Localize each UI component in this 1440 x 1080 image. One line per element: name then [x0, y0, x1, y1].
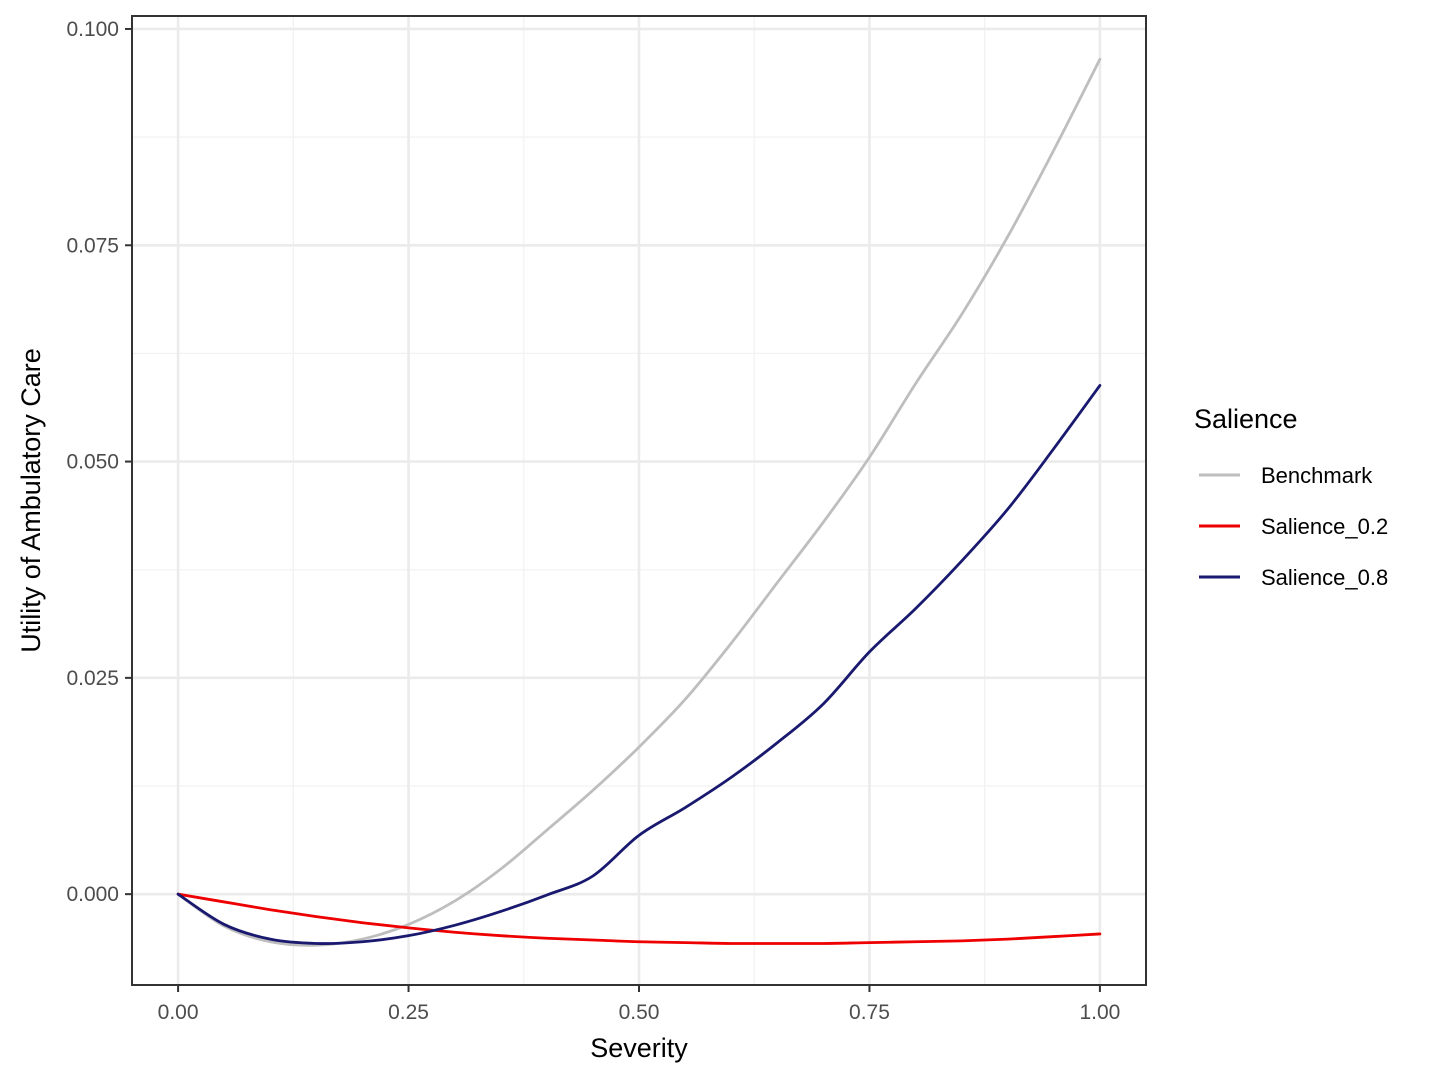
legend-label: Benchmark — [1261, 463, 1373, 488]
series-line-salience-0-2 — [176, 892, 1102, 945]
axis-ticks: 0.00 0.25 0.50 0.75 1.00 0.000 0.025 0.050 0.075… — [66, 18, 1120, 1024]
y-tick-label: 0.100 — [66, 18, 119, 41]
y-tick-label: 0.000 — [66, 883, 119, 906]
legend-items: Benchmark Salience_0.2 Salience_0.8 — [1199, 463, 1388, 590]
y-tick-label: 0.050 — [66, 451, 119, 474]
legend-title: Salience — [1194, 404, 1298, 434]
x-tick-label: 0.50 — [619, 1001, 660, 1024]
legend: Salience Benchmark Salience_0.2 Salience_0… — [1194, 404, 1388, 590]
x-tick-label: 0.00 — [158, 1001, 199, 1024]
series-line-salience-0-8 — [176, 384, 1102, 945]
grid — [132, 16, 1146, 985]
x-tick-label: 0.75 — [849, 1001, 890, 1024]
x-axis-title: Severity — [590, 1033, 688, 1063]
x-tick-label: 1.00 — [1079, 1001, 1120, 1024]
y-axis-title: Utility of Ambulatory Care — [16, 348, 46, 653]
y-tick-label: 0.075 — [66, 234, 119, 257]
series-layer — [176, 57, 1102, 947]
y-tick-label: 0.025 — [66, 667, 119, 690]
legend-label: Salience_0.8 — [1261, 565, 1388, 590]
x-tick-label: 0.25 — [388, 1001, 429, 1024]
legend-label: Salience_0.2 — [1261, 514, 1388, 539]
